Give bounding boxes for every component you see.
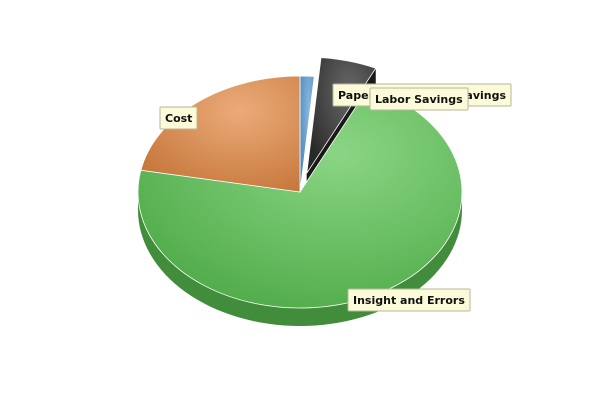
- label-text-insight-and-errors: Insight and Errors: [353, 294, 465, 307]
- label-insight-and-errors: Insight and Errors: [347, 288, 471, 312]
- label-labor-savings: Labor Savings: [369, 87, 469, 111]
- label-cost: Cost: [159, 106, 198, 130]
- pie-slices: [137, 57, 463, 309]
- label-text-cost: Cost: [165, 112, 192, 125]
- slice-cost[interactable]: [140, 75, 301, 193]
- label-text-labor-savings: Labor Savings: [375, 93, 463, 106]
